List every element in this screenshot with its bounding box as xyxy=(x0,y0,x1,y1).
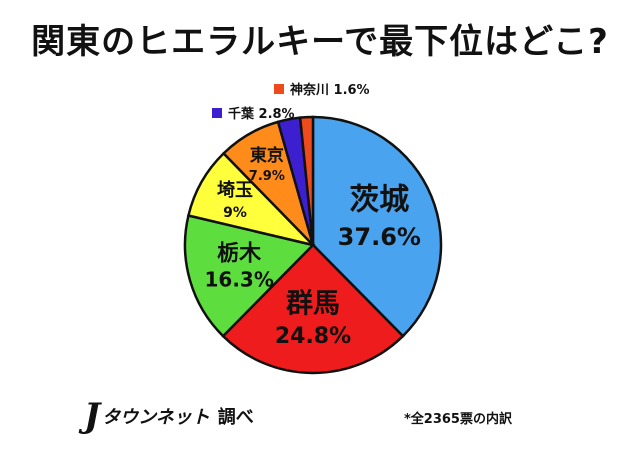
slice-label: 埼玉 xyxy=(217,179,253,201)
slice-label: 栃木 xyxy=(217,241,262,266)
brand-name: タウンネット xyxy=(102,407,210,428)
slice-value-label: 9% xyxy=(223,205,247,221)
pie-slice-3 xyxy=(183,214,316,338)
slice-label: 茨城 xyxy=(349,182,409,217)
brand-logo: J タウンネット 調べ xyxy=(84,398,254,434)
chart-title: 関東のヒエラルキーで最下位はどこ? xyxy=(31,22,609,62)
brand-mark: J xyxy=(84,396,101,436)
slice-label: 東京 xyxy=(250,145,284,166)
pie-slice-7 xyxy=(298,115,315,246)
slice-external-label: 千葉 2.8% xyxy=(228,106,295,122)
slice-external-label: 神奈川 1.6% xyxy=(290,82,370,98)
brand-sub: 調べ xyxy=(217,407,254,428)
pie-slice-2 xyxy=(221,243,405,375)
slice-color-marker xyxy=(212,108,222,118)
vote-note: *全2365票の内訳 xyxy=(404,412,512,427)
pie-slice-1 xyxy=(311,115,443,338)
slice-label: 群馬 xyxy=(286,289,340,320)
slice-value-label: 37.6% xyxy=(338,223,421,251)
slice-color-marker xyxy=(274,84,284,94)
slice-value-label: 16.3% xyxy=(204,268,273,292)
slice-value-label: 24.8% xyxy=(275,324,351,349)
slice-value-label: 7.9% xyxy=(249,169,285,184)
